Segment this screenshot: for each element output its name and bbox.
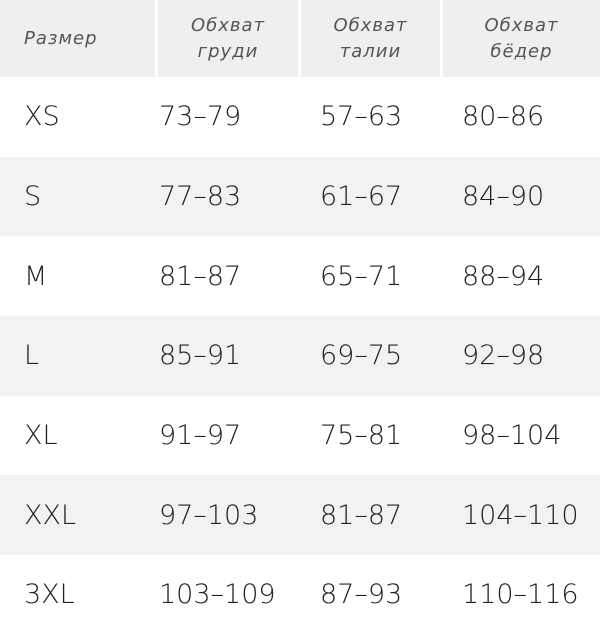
table-cell: XS <box>24 101 60 133</box>
table-cell: 92–98 <box>462 340 545 372</box>
table-cell: XL <box>24 420 58 452</box>
table-cell: 3XL <box>24 579 75 611</box>
table-cell: 81–87 <box>320 499 403 531</box>
table-cell: 110–116 <box>462 579 579 611</box>
header-text: Обхват талии <box>333 14 408 62</box>
table-row: M 81–87 65–71 88–94 <box>0 236 600 316</box>
table-cell: 77–83 <box>159 181 242 213</box>
table-row: XXL 97–103 81–87 104–110 <box>0 475 600 556</box>
table-cell: 98–104 <box>462 420 562 452</box>
table-cell: 80–86 <box>462 101 545 133</box>
table-cell: XXL <box>24 499 77 531</box>
table-row: S 77–83 61–67 84–90 <box>0 156 600 237</box>
header-text: Размер <box>24 27 98 49</box>
header-text: Обхват груди <box>190 14 266 62</box>
header-cell: Обхват талии <box>298 0 440 77</box>
table-cell: 91–97 <box>159 420 242 452</box>
table-cell: L <box>24 340 40 372</box>
header-cell: Обхват бёдер <box>440 0 600 77</box>
table-cell: 75–81 <box>320 420 403 452</box>
header-row: Размер Обхват груди Обхват талии Обхват бёд… <box>0 0 600 77</box>
header-cell: Размер <box>0 0 155 77</box>
table-cell: 103–109 <box>159 579 276 611</box>
table-row: 3XL 103–109 87–93 110–116 <box>0 555 600 635</box>
table-cell: 104–110 <box>462 499 579 531</box>
table-cell: 57–63 <box>320 101 403 133</box>
table-row: XS 73–79 57–63 80–86 <box>0 77 600 157</box>
table-cell: 69–75 <box>320 340 403 372</box>
header-cell: Обхват груди <box>155 0 298 77</box>
table-cell: 87–93 <box>320 579 403 611</box>
table-cell: 73–79 <box>159 101 242 133</box>
table-cell: 61–67 <box>320 181 403 213</box>
table-cell: M <box>24 260 48 292</box>
header-text: Обхват бёдер <box>484 14 559 62</box>
table-cell: 65–71 <box>320 260 403 292</box>
table-row: L 85–91 69–75 92–98 <box>0 316 600 396</box>
table-cell: 97–103 <box>159 499 259 531</box>
table-cell: 81–87 <box>159 260 242 292</box>
table-cell: 88–94 <box>462 260 545 292</box>
table-cell: S <box>24 181 42 213</box>
table-cell: 84–90 <box>462 181 545 213</box>
table-row: XL 91–97 75–81 98–104 <box>0 396 600 476</box>
table-cell: 85–91 <box>159 340 242 372</box>
